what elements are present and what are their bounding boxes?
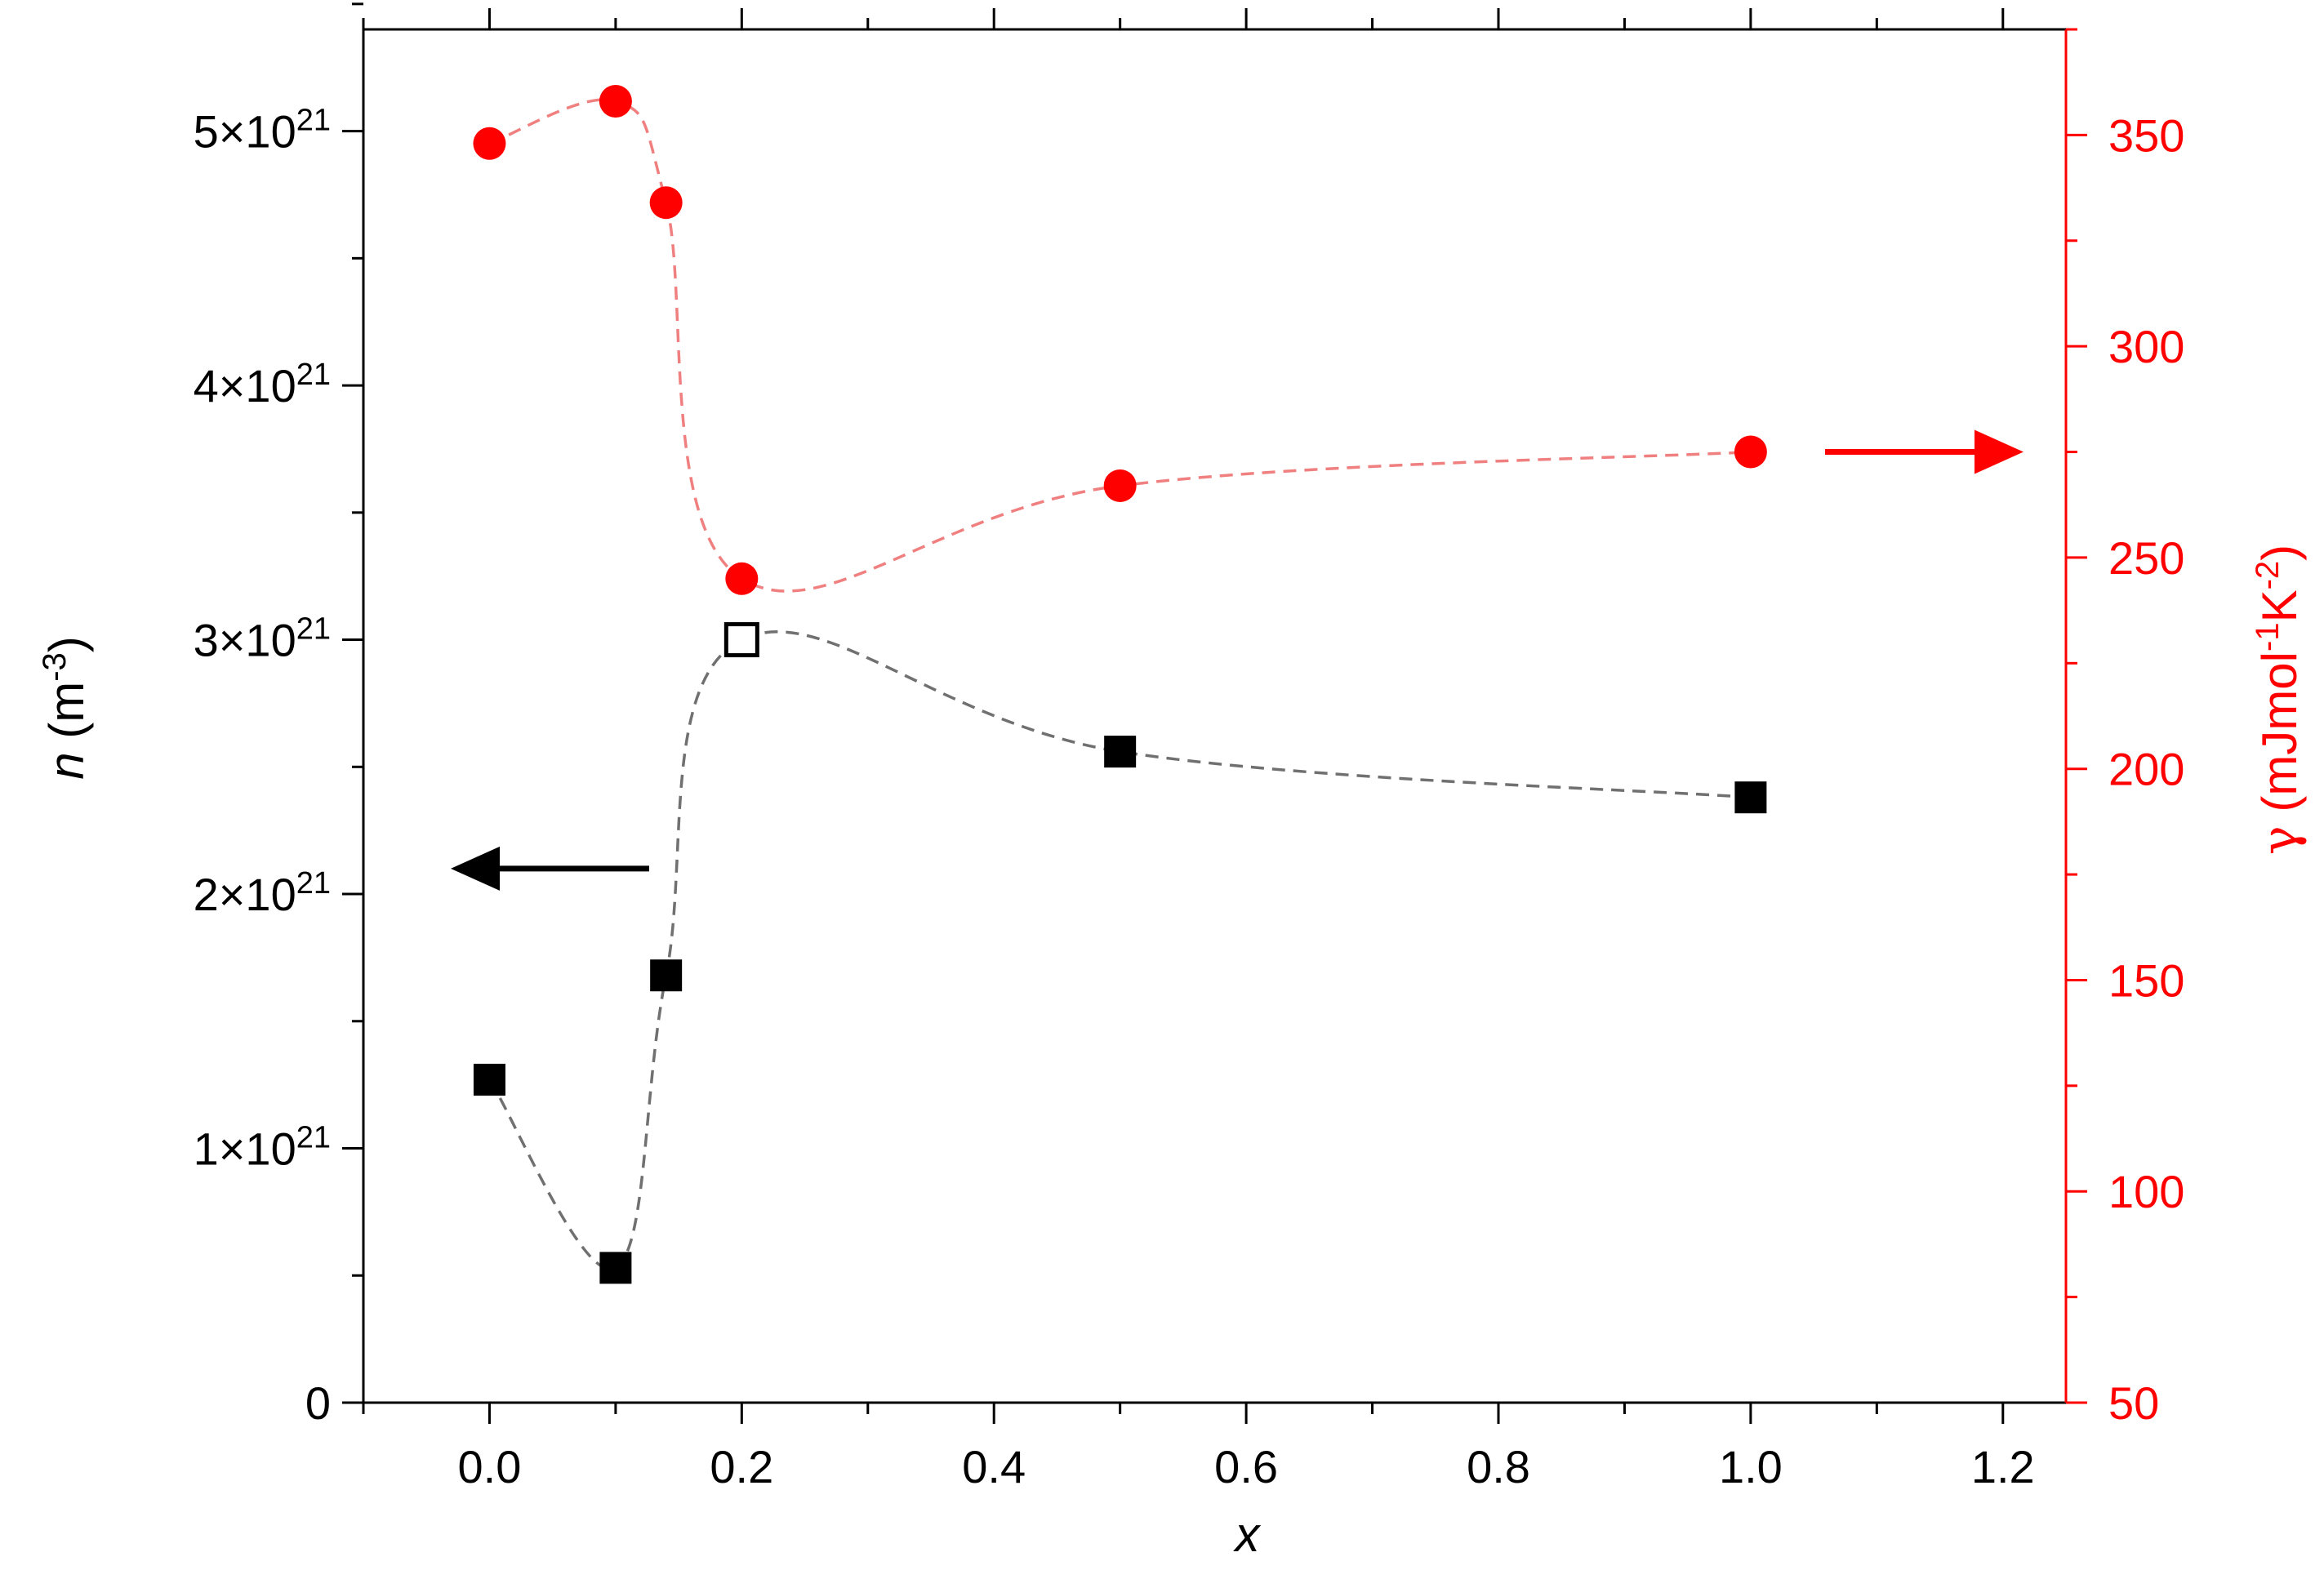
left-tick-label: 3×1021 [194, 612, 331, 666]
right-tick-label: 150 [2108, 954, 2184, 1006]
series-2-point [1734, 435, 1767, 469]
right-axis-arrow-head [1975, 429, 2023, 474]
right-tick-label: 350 [2108, 109, 2184, 161]
axes [342, 2, 2087, 1424]
series-1-point [1104, 736, 1137, 768]
x-tick-label: 0.0 [458, 1441, 522, 1492]
x-tick-label: 0.8 [1467, 1441, 1530, 1492]
right-tick-label: 300 [2108, 321, 2184, 372]
series-1-point [723, 622, 759, 658]
series-1-fit-curve [488, 630, 1752, 1271]
data-markers [473, 84, 1767, 1284]
axis-labels: 0.0 0.2 0.4 0.6 0.8 1.0 1.2 0 1×1021 2×1021 3×1021… [37, 104, 2308, 1562]
left-tick-label: 0 [305, 1377, 331, 1429]
series-2-point [599, 84, 632, 118]
x-tick-label: 0.2 [710, 1441, 773, 1492]
fit-curves [488, 98, 1752, 1271]
x-tick-label: 0.4 [962, 1441, 1026, 1492]
right-axis-title: γ (mJmol-1K-2) [2250, 545, 2308, 855]
series-1-point [473, 1063, 505, 1096]
right-tick-label: 250 [2108, 532, 2184, 584]
x-tick-label: 1.0 [1719, 1441, 1783, 1492]
left-axis-arrow-head [451, 846, 500, 891]
x-axis-title: x [1233, 1507, 1262, 1562]
series-1-point [650, 959, 683, 992]
left-tick-label: 4×1021 [194, 358, 331, 411]
left-axis-title: n (m-3) [37, 636, 94, 780]
series-2-point [725, 562, 759, 595]
series-2-point [473, 127, 506, 160]
right-tick-label: 200 [2108, 744, 2184, 795]
x-tick-label: 0.6 [1214, 1441, 1278, 1492]
series-1-point [599, 1252, 632, 1284]
x-tick-label: 1.2 [1971, 1441, 2035, 1492]
right-tick-label: 50 [2108, 1377, 2159, 1429]
series-1-point [1734, 781, 1767, 814]
left-tick-label: 5×1021 [194, 104, 331, 158]
series-2-point [649, 186, 683, 220]
left-tick-label: 2×1021 [194, 866, 331, 920]
series-2-fit-curve [488, 98, 1751, 593]
series-2-point [1103, 469, 1137, 502]
right-tick-label: 100 [2108, 1166, 2184, 1217]
left-tick-label: 1×1021 [194, 1121, 331, 1175]
